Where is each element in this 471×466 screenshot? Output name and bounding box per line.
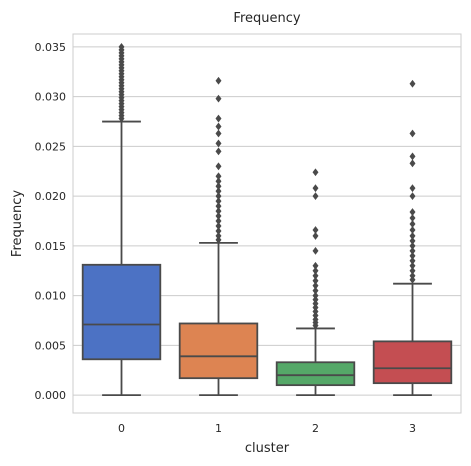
outlier-point (409, 192, 416, 201)
outlier-point (215, 76, 222, 85)
outlier-point (409, 152, 416, 161)
outlier-point (409, 275, 416, 284)
box-group-2 (275, 168, 356, 396)
outlier-point (409, 261, 416, 270)
outlier-point (312, 299, 319, 308)
x-tick-label: 0 (118, 422, 125, 435)
outlier-point (215, 236, 222, 244)
chart-title: Frequency (233, 11, 300, 26)
x-tick-labels: 0 1 2 3 (118, 422, 416, 435)
outlier-point (409, 232, 416, 240)
outlier-point (215, 177, 222, 186)
box-iqr (372, 340, 453, 385)
outlier-point (215, 232, 222, 240)
outlier-point (409, 266, 416, 275)
outlier-point (312, 286, 319, 295)
outlier-point (215, 192, 222, 201)
outlier-point (215, 187, 222, 196)
outlier-point (409, 271, 416, 280)
outlier-point (215, 227, 222, 235)
outlier-point (215, 212, 222, 220)
outlier-point (312, 307, 319, 316)
box-group-3 (372, 79, 453, 396)
y-tick-label: 0.010 (35, 290, 67, 303)
outlier-point (409, 220, 416, 228)
outlier-point (312, 315, 319, 324)
outlier-point (215, 139, 222, 148)
outlier-point (215, 114, 222, 123)
y-tick-label: 0.035 (35, 41, 67, 54)
outlier-point (312, 276, 319, 285)
outlier-point (312, 266, 319, 275)
outlier-point (312, 232, 319, 240)
outlier-point (312, 192, 319, 201)
outlier-point (409, 256, 416, 265)
outlier-point (215, 172, 222, 181)
outlier-point (409, 226, 416, 234)
outlier-point (409, 246, 416, 255)
y-axis-title: Frequency (10, 190, 25, 257)
outlier-point (312, 281, 319, 290)
outlier-point (215, 207, 222, 215)
outlier-point (215, 129, 222, 138)
boxes (81, 43, 453, 396)
outlier-point (118, 43, 125, 51)
outlier-point (215, 197, 222, 206)
box-iqr (178, 322, 259, 380)
outlier-point (409, 237, 416, 245)
outlier-point (215, 202, 222, 210)
y-tick-label: 0.030 (35, 91, 67, 104)
outlier-point (409, 79, 416, 88)
outlier-point (312, 184, 319, 193)
x-tick-label: 1 (215, 422, 222, 435)
outlier-point (215, 122, 222, 131)
outlier-point (312, 303, 319, 312)
outlier-point (215, 217, 222, 225)
x-tick-label: 2 (312, 422, 319, 435)
box-iqr (275, 361, 356, 387)
y-tick-label: 0.020 (35, 190, 67, 203)
outlier-point (215, 222, 222, 230)
outlier-point (312, 311, 319, 320)
outlier-point (215, 94, 222, 103)
y-tick-labels: 0.000 0.005 0.010 0.015 0.020 0.025 0.030 0.035 (35, 41, 67, 402)
outlier-point (409, 184, 416, 193)
y-tick-label: 0.000 (35, 389, 67, 402)
outlier-point (409, 129, 416, 138)
outlier-point (215, 147, 222, 156)
outlier-point (409, 208, 416, 216)
x-tick-label: 3 (409, 422, 416, 435)
y-tick-label: 0.025 (35, 140, 67, 153)
outlier-point (312, 261, 319, 270)
outlier-point (312, 271, 319, 280)
x-axis-title: cluster (245, 441, 290, 456)
outlier-point (312, 246, 319, 255)
outlier-point (312, 291, 319, 300)
outlier-point (409, 241, 416, 250)
outlier-point (409, 251, 416, 260)
box-group-1 (178, 76, 259, 396)
outlier-point (215, 182, 222, 191)
outlier-point (312, 168, 319, 177)
outlier-point (312, 295, 319, 304)
outlier-point (409, 159, 416, 168)
box-iqr (81, 263, 162, 361)
box-group-0 (81, 43, 162, 396)
y-tick-label: 0.005 (35, 339, 67, 352)
y-tick-label: 0.015 (35, 240, 67, 253)
outlier-point (215, 162, 222, 171)
outlier-point (312, 226, 319, 234)
outlier-point (409, 214, 416, 222)
